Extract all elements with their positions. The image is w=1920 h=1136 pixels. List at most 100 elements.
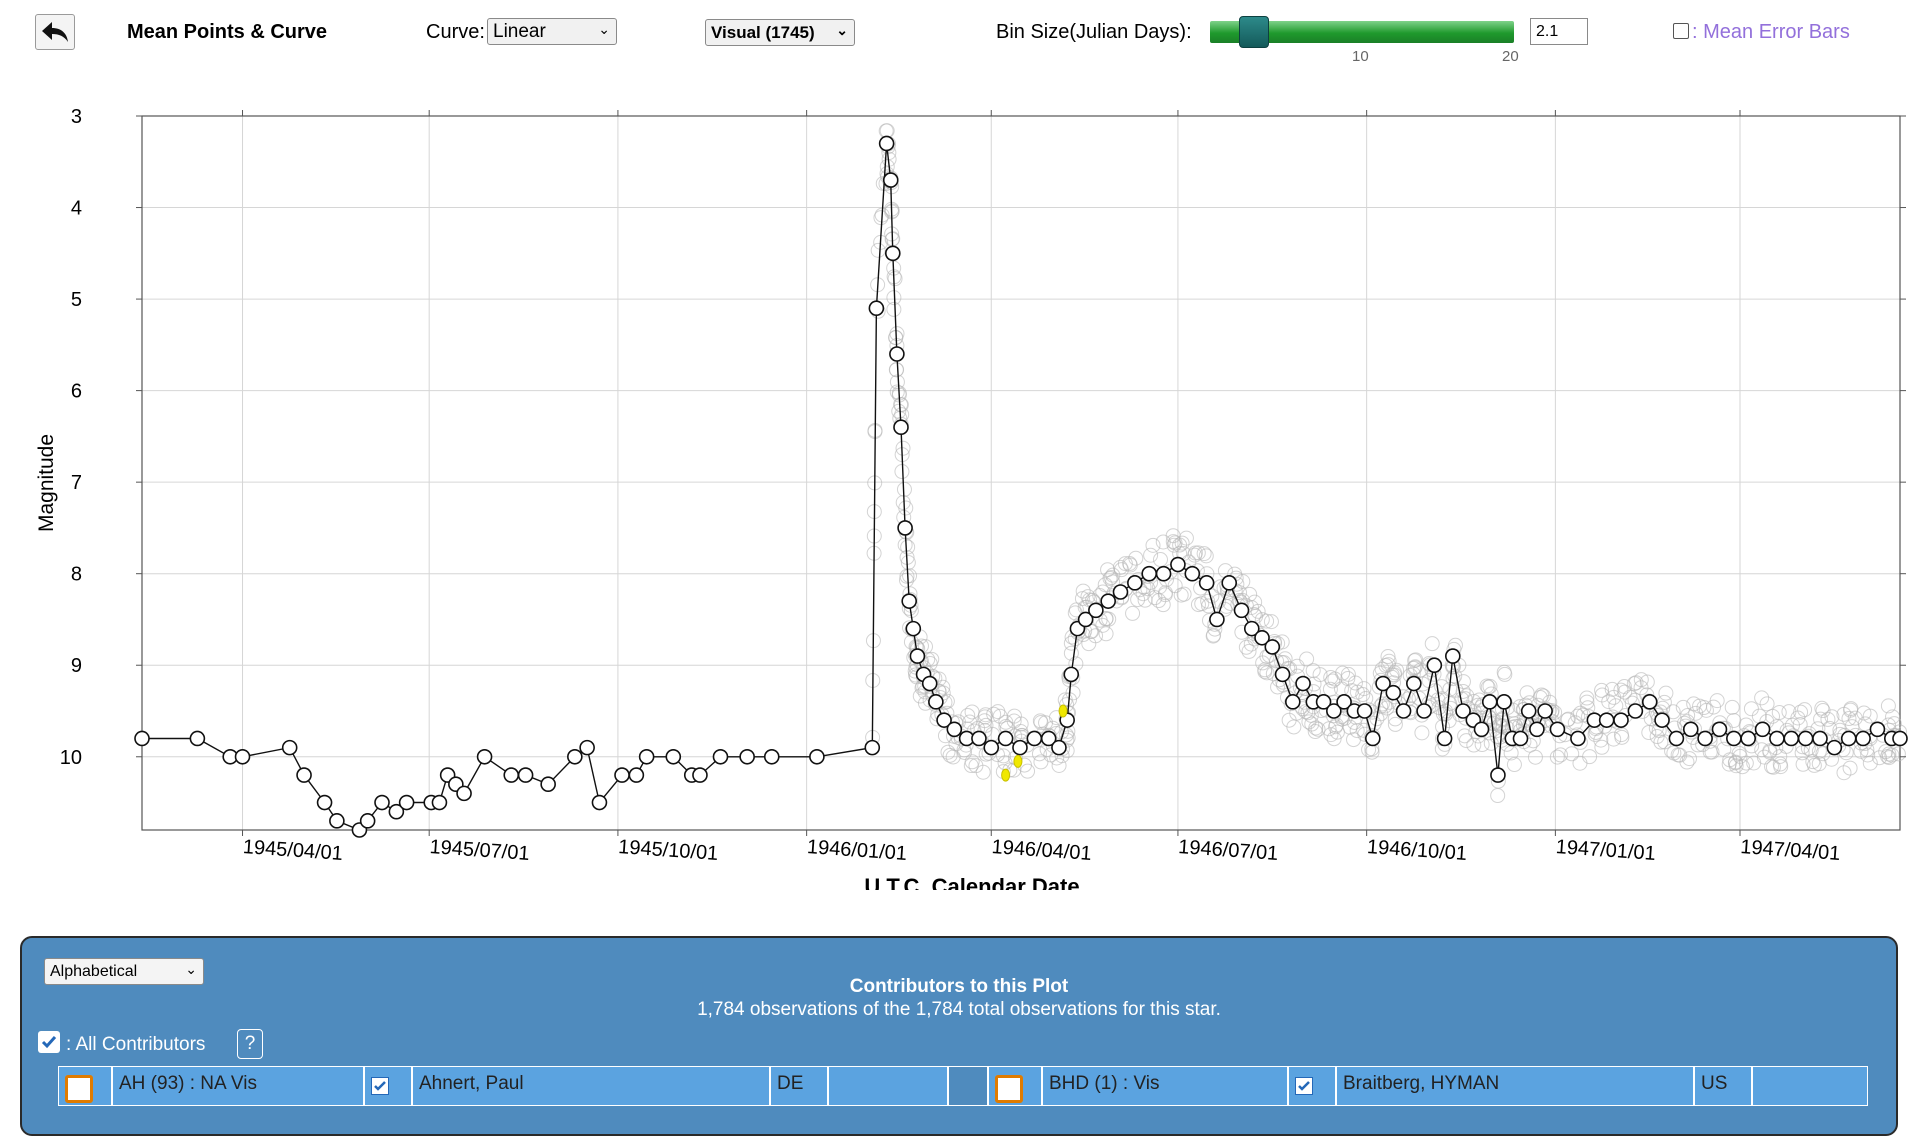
bin-size-slider[interactable] — [1210, 21, 1514, 43]
raw-observation-point — [1474, 737, 1490, 753]
raw-observation-point — [1033, 754, 1049, 770]
plot-frame — [141, 115, 1901, 831]
mean-point — [540, 776, 556, 793]
x-tick-label: 1947/01/01 — [1555, 836, 1656, 865]
raw-observation-point — [1549, 749, 1565, 765]
raw-observation-point — [1105, 567, 1121, 583]
raw-observation-point — [1797, 702, 1813, 718]
mean-point — [1668, 730, 1685, 747]
raw-observation-point — [1143, 547, 1159, 563]
sort-select[interactable]: Alphabetical ⌄ — [44, 958, 204, 985]
x-tick-label: 1945/04/01 — [242, 836, 343, 865]
mean-point — [374, 794, 390, 811]
raw-observation-point — [1304, 716, 1320, 732]
raw-observation-point — [898, 500, 914, 516]
raw-observation-point — [1466, 694, 1482, 710]
mean-point — [1395, 703, 1412, 719]
raw-observation-point — [1157, 585, 1173, 601]
mean-point — [329, 813, 345, 829]
mean-point — [1697, 730, 1713, 747]
raw-observation-point — [1560, 711, 1576, 727]
raw-observation-point — [1387, 716, 1403, 732]
mean-point — [1754, 721, 1771, 738]
y-tick-label: 10 — [60, 747, 82, 769]
raw-observation-point — [1532, 690, 1548, 706]
raw-observation-point — [1310, 721, 1326, 737]
highlighted-observations — [1001, 704, 1068, 782]
raw-observation-point — [1102, 570, 1118, 586]
mean-point — [1243, 620, 1260, 637]
raw-observation-point — [1114, 562, 1130, 578]
raw-observation-point — [1506, 716, 1522, 732]
mean-point — [1549, 721, 1566, 738]
raw-observation-point — [1080, 589, 1096, 605]
mean-point — [579, 739, 595, 756]
back-button[interactable] — [35, 14, 75, 50]
raw-observation-point — [1653, 734, 1669, 750]
raw-observation-point — [1497, 666, 1513, 682]
color-swatch[interactable] — [65, 1075, 93, 1103]
raw-observation-point — [1349, 684, 1365, 700]
raw-observation-point — [1639, 674, 1655, 690]
mean-point — [189, 730, 206, 747]
mean-error-bars-checkbox[interactable] — [1673, 23, 1689, 39]
mean-point — [281, 739, 298, 756]
contributor-checkbox-cell[interactable] — [1288, 1066, 1336, 1106]
y-tick-label: 7 — [71, 472, 82, 494]
raw-observation-point — [1754, 690, 1770, 706]
raw-observation-point — [1307, 724, 1323, 740]
axis-ticks: 3 4 5 6 7 8 9 10 1945/04/01 1945/07/01 1945/10/01 1… — [60, 106, 1906, 865]
raw-observation-point — [1890, 746, 1906, 762]
raw-observation-point — [1709, 693, 1725, 709]
contributor-checkbox-cell[interactable] — [364, 1066, 412, 1106]
raw-observation-point — [1145, 537, 1161, 553]
raw-observation-point — [1762, 743, 1778, 759]
all-contributors-checkbox[interactable] — [38, 1031, 60, 1053]
raw-observation-point — [1728, 758, 1744, 774]
raw-observation-point — [1824, 709, 1840, 725]
mean-point — [901, 593, 918, 609]
raw-observation-point — [1222, 595, 1238, 611]
band-select-value: Visual (1745) — [711, 23, 815, 42]
mean-point — [1481, 694, 1498, 710]
band-select[interactable]: Visual (1745) ⌄ — [705, 19, 855, 46]
curve-select[interactable]: Linear ⌄ — [487, 18, 617, 45]
contributors-subtitle: 1,784 observations of the 1,784 total ob… — [697, 999, 1221, 1020]
x-tick-label: 1946/04/01 — [991, 836, 1092, 865]
raw-observation-point — [1380, 649, 1396, 665]
mean-point — [234, 748, 251, 765]
raw-observation-point — [1434, 679, 1450, 695]
bin-size-input[interactable] — [1530, 18, 1588, 45]
raw-observation-point — [1641, 725, 1657, 741]
color-swatch[interactable] — [995, 1075, 1023, 1103]
raw-observation-point — [1601, 694, 1617, 710]
raw-observation-point — [1716, 741, 1732, 757]
help-button[interactable]: ? — [237, 1029, 263, 1059]
raw-observation-point — [1732, 748, 1748, 764]
raw-observation-point — [902, 568, 918, 584]
contributor-spacer — [828, 1066, 948, 1106]
raw-observation-point — [1559, 712, 1575, 728]
raw-observation-point — [1344, 683, 1360, 699]
raw-observation-point — [1101, 611, 1117, 627]
mean-point — [1295, 675, 1311, 692]
raw-observation-point — [886, 301, 902, 317]
mean-point — [1445, 648, 1461, 664]
mean-point — [1455, 703, 1471, 719]
raw-observation-point — [1299, 651, 1315, 667]
light-curve-svg[interactable]: 3 4 5 6 7 8 9 10 1945/04/01 1945/07/01 1945/10/01 1… — [0, 90, 1920, 899]
bin-size-slider-handle[interactable] — [1238, 16, 1269, 48]
mean-point — [1416, 703, 1432, 719]
raw-observation-point — [1579, 690, 1595, 706]
mean-point — [456, 785, 472, 802]
contributor-color-swatch-cell[interactable] — [58, 1066, 112, 1106]
raw-observations — [865, 123, 1908, 804]
raw-observation-point — [1658, 685, 1674, 701]
raw-observation-point — [1872, 750, 1888, 766]
mean-point — [1127, 575, 1143, 591]
contributor-color-swatch-cell[interactable] — [988, 1066, 1042, 1106]
raw-observation-point — [1387, 711, 1403, 727]
mean-point — [928, 694, 944, 710]
sort-select-value: Alphabetical — [50, 963, 138, 980]
raw-observation-point — [1167, 578, 1183, 594]
